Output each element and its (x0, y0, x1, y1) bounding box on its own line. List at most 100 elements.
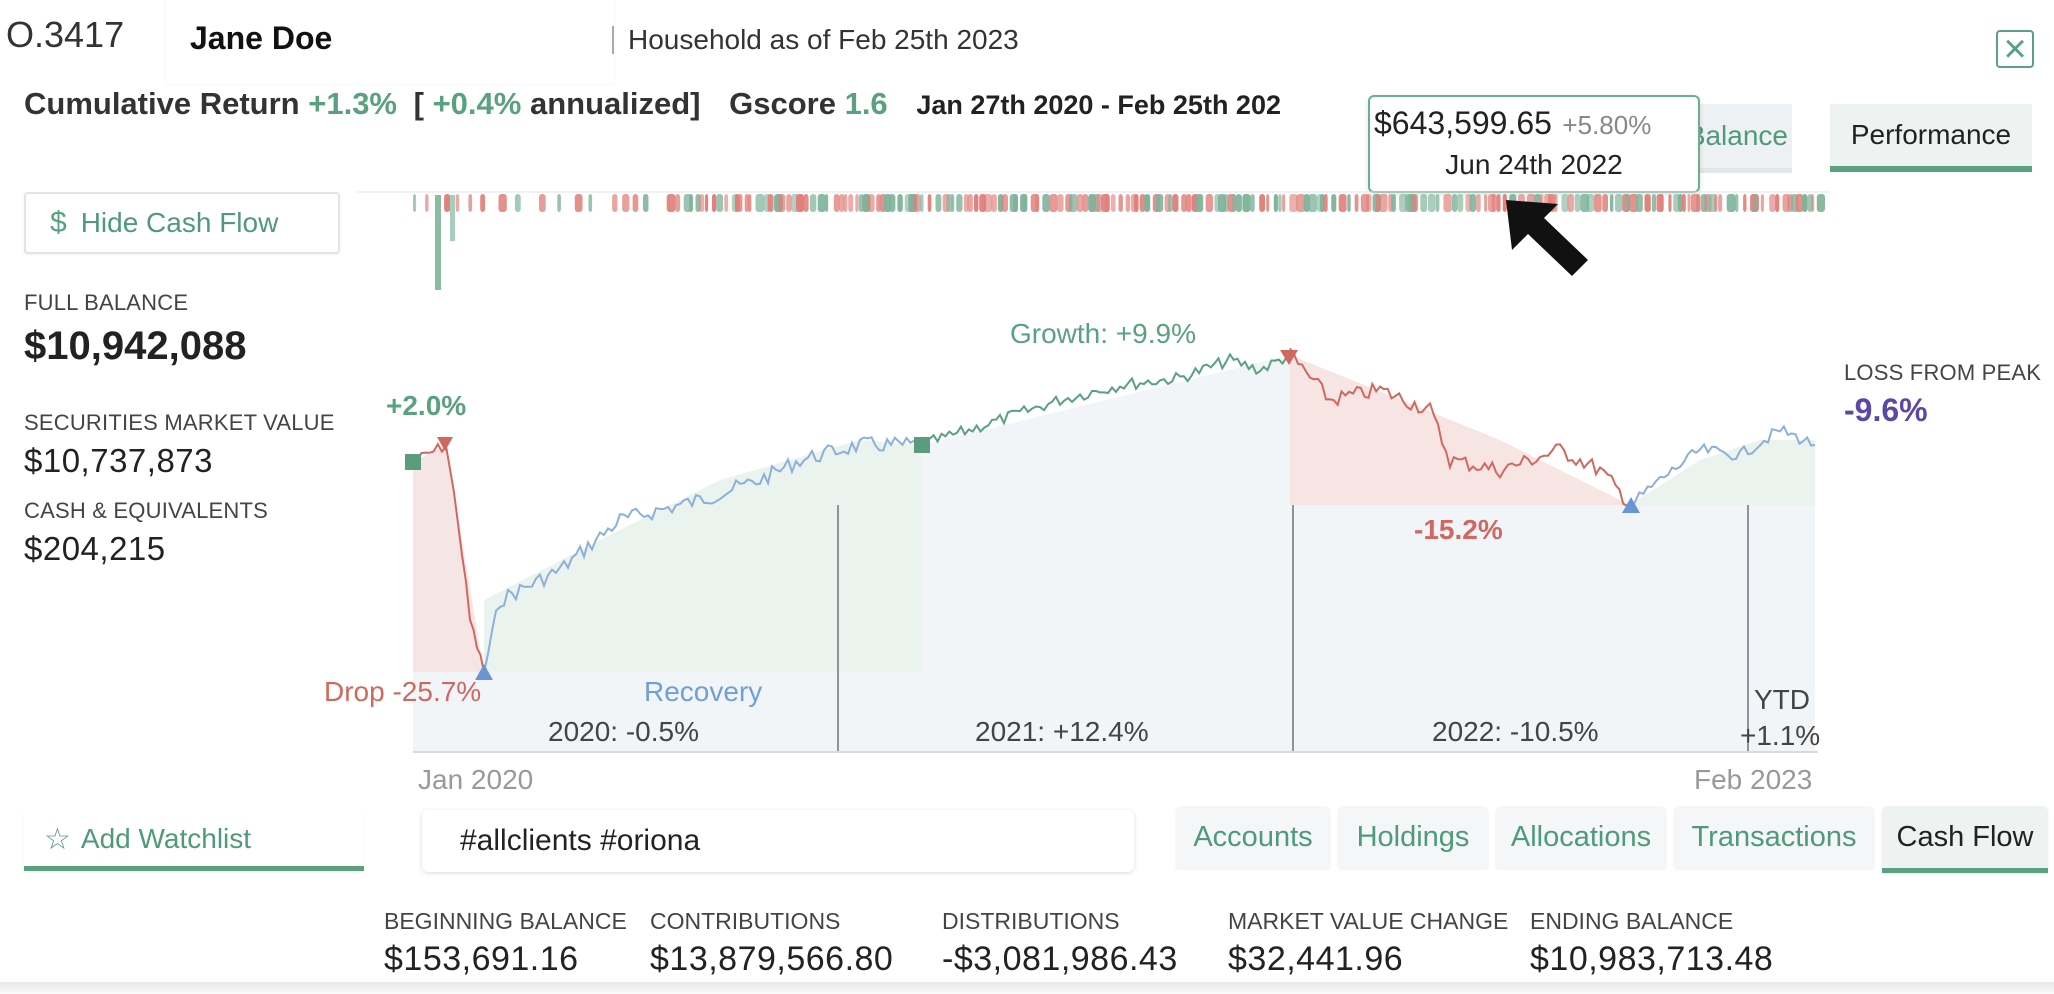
tags-input[interactable]: #allclients #oriona (422, 810, 1134, 872)
cash-flow-bar (809, 194, 817, 212)
tab-accounts[interactable]: Accounts (1176, 806, 1330, 868)
cash-flow-bar (919, 194, 924, 212)
hide-cash-flow-label: Hide Cash Flow (80, 207, 279, 238)
add-watchlist-button[interactable]: ☆ Add Watchlist (24, 812, 364, 871)
cash-flow-bar (935, 194, 942, 212)
cash-flow-bar (1443, 194, 1452, 212)
cash-flow-bar (1282, 194, 1286, 212)
cash-flow-bar (1769, 194, 1776, 212)
cash-flow-bar (1223, 194, 1230, 212)
region-shading (413, 355, 1815, 752)
cash-flow-bar (1259, 194, 1265, 212)
cash-flow-bar (1379, 194, 1388, 212)
cash-flow-bar (632, 194, 639, 212)
tab-transactions[interactable]: Transactions (1674, 806, 1874, 868)
summary-label-beginning: BEGINNING BALANCE (384, 908, 627, 934)
cash-flow-bar (1651, 194, 1656, 212)
tab-allocations-label: Allocations (1510, 820, 1652, 853)
cash-flow-bar (1354, 194, 1359, 212)
cash-flow-bar (867, 194, 875, 212)
cash-flow-bar (1476, 194, 1481, 212)
cash-flow-bar (963, 194, 969, 212)
cash-flow-bar (1700, 194, 1708, 212)
cash-label: CASH & EQUIVALENTS (24, 498, 269, 523)
cash-flow-bar (1795, 194, 1804, 212)
cash-flow-bar (1076, 194, 1084, 212)
cash-flow-bar (1278, 194, 1282, 212)
account-id: O.3417 (6, 14, 125, 55)
bracket-open: [ (413, 86, 424, 121)
cash-flow-bar (778, 194, 786, 212)
tags-value: #allclients #oriona (460, 824, 701, 857)
cash-flow-bar (1296, 194, 1306, 212)
cash-flow-bar (1452, 194, 1458, 212)
cash-flow-bar (1743, 194, 1747, 212)
cash-flow-spike (435, 195, 441, 290)
cash-flow-bar (1457, 194, 1464, 212)
cash-flow-bar (1181, 194, 1187, 212)
cash-flow-bar (1372, 194, 1381, 212)
cash-flow-bar (1668, 194, 1672, 212)
cash-flow-bar (1185, 194, 1192, 212)
cash-flow-bar (738, 194, 743, 212)
tab-cash-flow[interactable]: Cash Flow (1882, 806, 2048, 873)
start-marker (405, 454, 421, 470)
cash-flow-bar (539, 194, 546, 212)
cash-flow-bar (1198, 194, 1203, 212)
cash-flow-bar (1690, 194, 1700, 212)
cash-flow-bar (1420, 194, 1428, 212)
cash-flow-bar (791, 194, 800, 212)
cash-flow-bar (1399, 194, 1408, 212)
cash-flow-bar (1750, 194, 1759, 212)
cash-flow-bar (855, 194, 859, 212)
tab-balance[interactable]: Balance (1687, 104, 1792, 173)
cash-flow-bar (1609, 194, 1614, 212)
add-watchlist-label: Add Watchlist (80, 823, 252, 854)
cash-flow-bar (883, 194, 892, 212)
cash-flow-bar (1273, 194, 1278, 212)
cash-flow-bar (1236, 194, 1242, 212)
cash-flow-bar (1139, 194, 1146, 212)
cash-flow-bar (716, 194, 724, 212)
cash-flow-bar (1118, 194, 1123, 212)
tab-accounts-label: Accounts (1193, 820, 1313, 853)
tab-cash-flow-label: Cash Flow (1896, 820, 2034, 853)
cash-flow-bar (1408, 194, 1417, 212)
cash-flow-bar (642, 194, 649, 212)
tab-performance-label: Performance (1850, 119, 2012, 150)
cash-flow-bar (675, 194, 681, 212)
tab-holdings[interactable]: Holdings (1338, 806, 1488, 868)
close-button[interactable]: × (1996, 29, 2034, 69)
hide-cash-flow-button[interactable]: $ Hide Cash Flow (24, 192, 340, 254)
cash-flow-bar (796, 194, 804, 212)
summary-value-beginning: $153,691.16 (384, 940, 579, 978)
cash-flow-bar (683, 194, 692, 212)
cash-flow-bar (862, 194, 871, 212)
cash-flow-bar (1308, 194, 1317, 212)
cash-flow-bar (1172, 194, 1179, 212)
cash-flow-bar (1095, 194, 1103, 212)
cash-flow-bar (1130, 194, 1138, 212)
cash-flow-bar (1144, 194, 1151, 212)
cash-flow-bar (1602, 194, 1608, 212)
cash-flow-bar (1289, 194, 1298, 212)
annotation-recovery: Recovery (644, 676, 763, 707)
cash-flow-bar (1622, 194, 1631, 212)
cash-flow-bar (1164, 194, 1171, 212)
tab-allocations[interactable]: Allocations (1496, 806, 1666, 868)
tooltip-amount: $643,599.65 (1374, 105, 1552, 141)
cash-flow-bar (1030, 194, 1039, 212)
cash-flow-bar (1484, 194, 1488, 212)
cash-flow-bar (622, 194, 630, 212)
summary-label-market-value-change: MARKET VALUE CHANGE (1228, 908, 1509, 934)
peak-marker-2022 (1280, 350, 1298, 365)
tab-performance[interactable]: Performance (1830, 104, 2032, 172)
cash-flow-bar (912, 194, 921, 212)
cash-flow-bar (888, 194, 896, 212)
cash-flow-bar (1718, 194, 1723, 212)
cash-flow-bar (1214, 194, 1220, 212)
cash-flow-bar (1636, 194, 1643, 212)
trough-marker-2022 (1622, 497, 1640, 513)
cash-flow-bar (904, 194, 914, 212)
chart-tooltip: $643,599.65 +5.80% Jun 24th 2022 (1368, 95, 1700, 193)
